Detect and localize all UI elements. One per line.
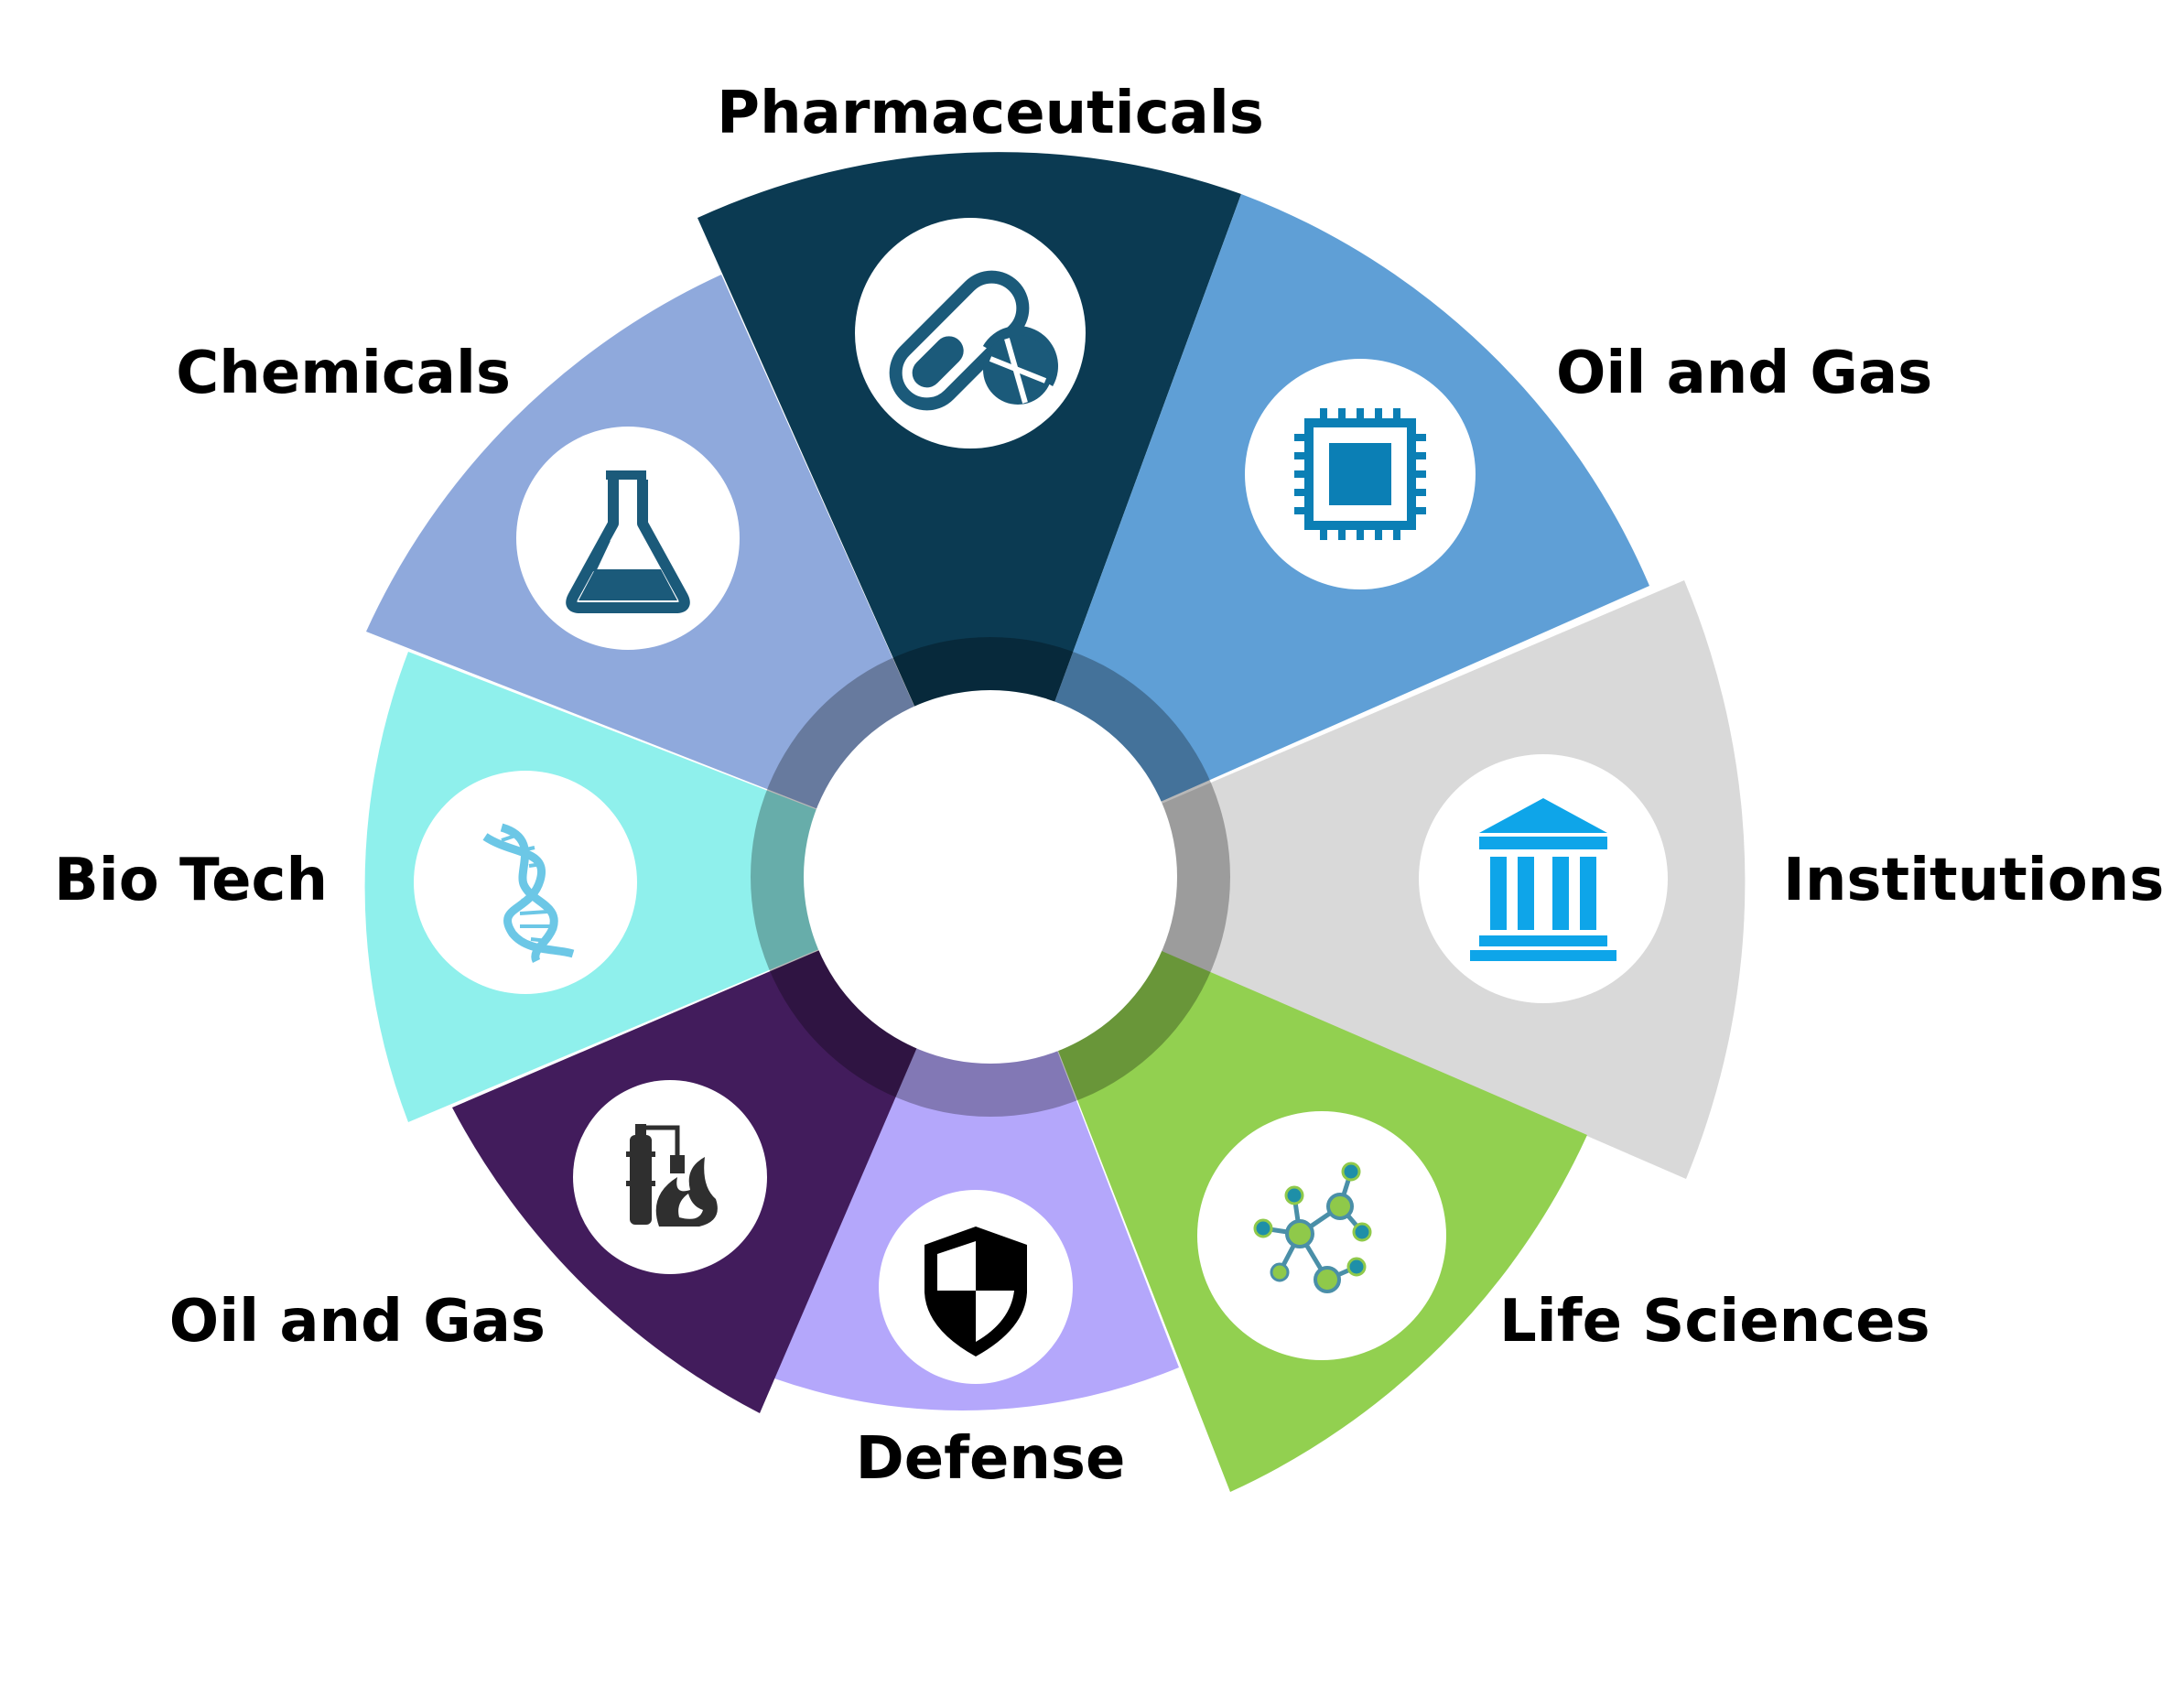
segment-defense[interactable] [774,877,1179,1410]
refinery-flame-icon [573,1080,767,1274]
molecule-icon [1197,1111,1446,1360]
label-oil-and-gas-bottom: Oil and Gas [168,1288,546,1356]
pill-icon [855,218,1086,449]
label-chemicals: Chemicals [176,340,511,407]
label-defense: Defense [855,1425,1126,1493]
microchip-icon [1245,359,1476,589]
shield-icon [879,1190,1073,1384]
label-oil-and-gas-top: Oil and Gas [1556,340,1933,407]
label-pharmaceuticals: Pharmaceuticals [717,80,1264,147]
bank-building-icon [1419,754,1668,1003]
label-institutions: Institutions [1783,847,2165,914]
dna-icon [414,771,637,994]
segment-institutions[interactable] [990,580,1746,1179]
label-bio-tech: Bio Tech [53,847,328,914]
segment-pharmaceuticals[interactable] [697,152,1241,878]
flask-icon [516,427,740,650]
segment-bio-tech[interactable] [364,652,990,1122]
label-life-sciences: Life Sciences [1499,1288,1930,1356]
hub-center [804,690,1177,1064]
